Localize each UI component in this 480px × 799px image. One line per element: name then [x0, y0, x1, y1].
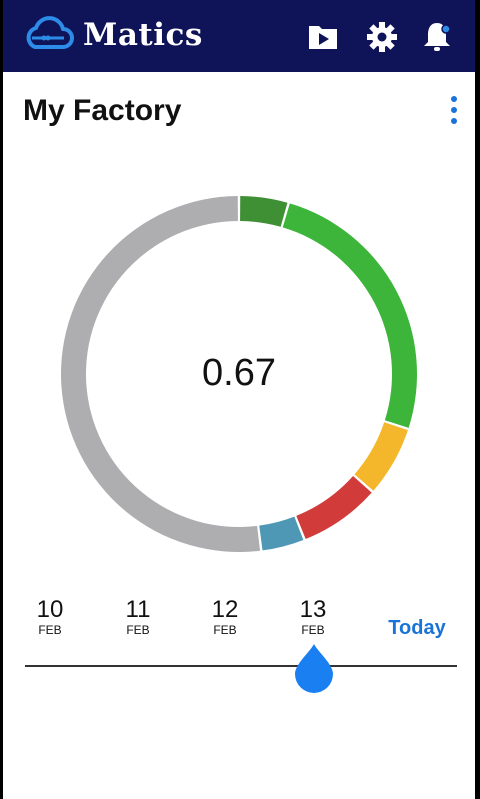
app-screen: Matics My Factory: [3, 0, 475, 799]
date-month: FEB: [38, 623, 62, 637]
segment-yellow: [354, 422, 408, 491]
timeline-slider-handle[interactable]: [293, 642, 335, 694]
page-title: My Factory: [23, 94, 182, 127]
center-value: 0.67: [202, 352, 276, 394]
notification-bell-icon[interactable]: [420, 20, 454, 54]
date-month: FEB: [126, 623, 150, 637]
date-item-11[interactable]: 11 FEB: [108, 596, 168, 638]
date-day: 13: [299, 596, 327, 623]
segment-gray: [61, 196, 261, 552]
segment-green: [282, 203, 417, 428]
date-month: FEB: [213, 623, 237, 637]
date-month: FEB: [301, 623, 325, 637]
segment-blue: [259, 516, 304, 551]
video-play-icon[interactable]: [306, 20, 340, 54]
date-day: 11: [125, 596, 151, 623]
segment-dark-green: [240, 196, 288, 227]
top-bar: Matics: [3, 0, 475, 72]
cloud-logo-icon: [26, 16, 74, 49]
date-item-12[interactable]: 12 FEB: [195, 596, 255, 638]
more-options-icon[interactable]: [448, 96, 460, 126]
date-day: 12: [211, 596, 239, 623]
app-name: Matics: [83, 17, 203, 53]
segment-red: [296, 475, 372, 540]
timeline-track[interactable]: [25, 665, 457, 667]
gear-icon[interactable]: [365, 20, 399, 54]
today-button[interactable]: Today: [388, 617, 446, 639]
status-donut-chart: [61, 196, 417, 552]
date-item-10[interactable]: 10 FEB: [20, 596, 80, 638]
date-item-13[interactable]: 13 FEB: [283, 596, 343, 638]
date-day: 10: [36, 596, 64, 623]
